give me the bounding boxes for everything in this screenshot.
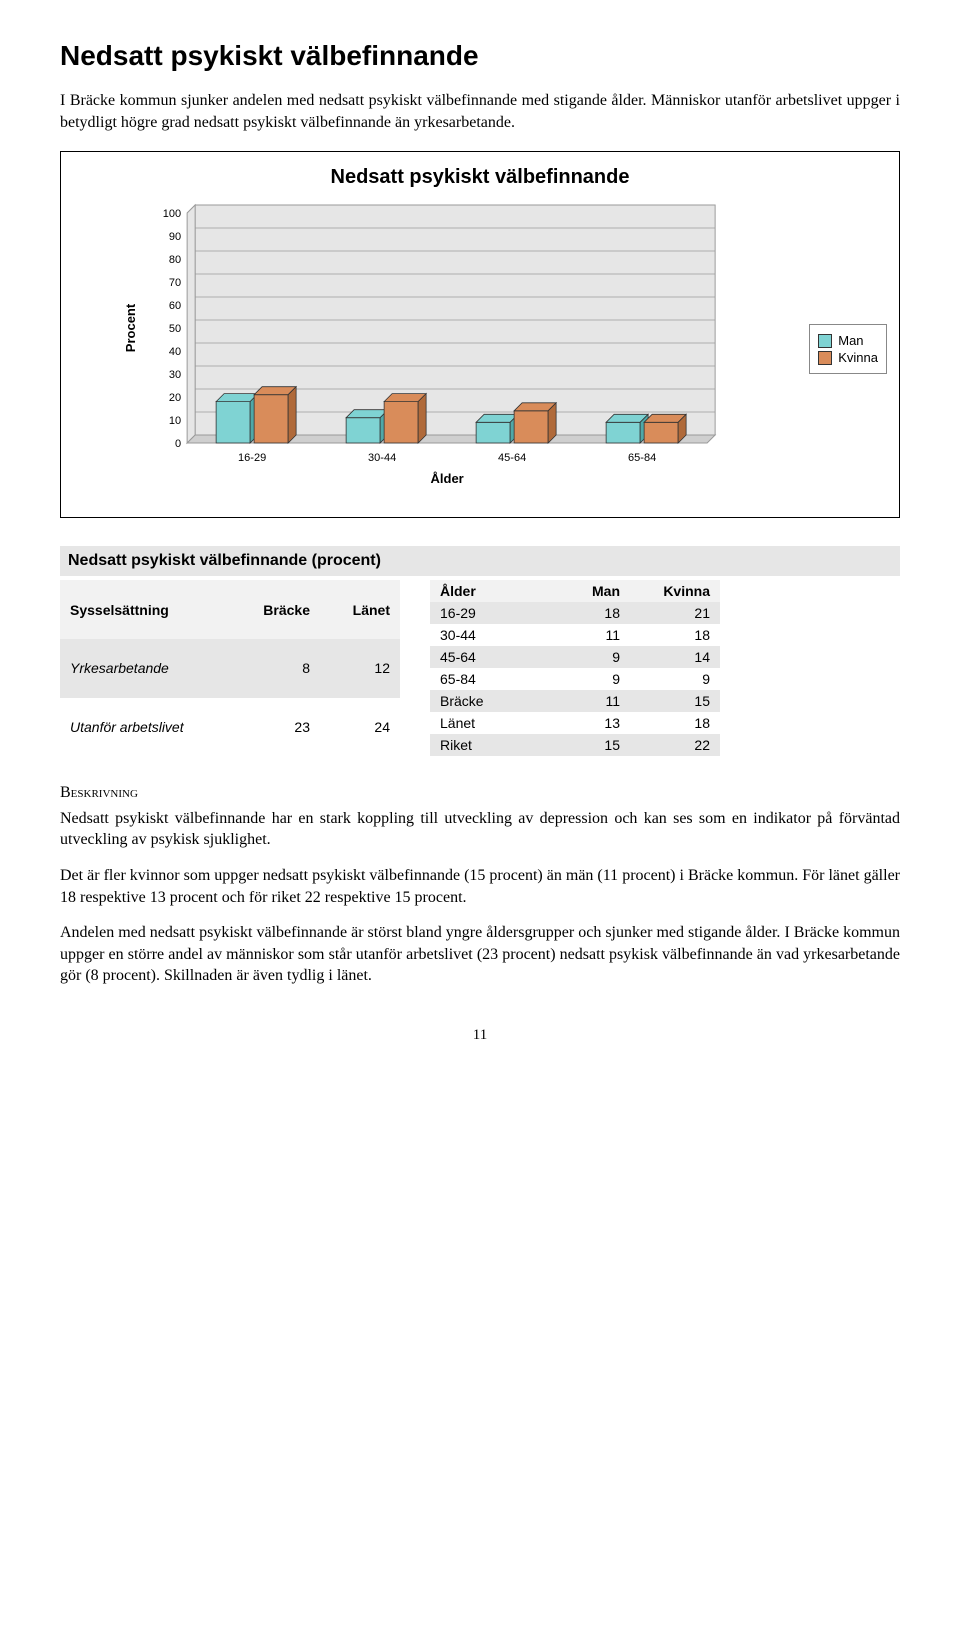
table-cell: 9 (630, 668, 720, 690)
legend-label: Man (838, 333, 863, 348)
svg-text:60: 60 (169, 300, 181, 312)
legend-item: Kvinna (818, 350, 878, 365)
table-cell: 24 (320, 698, 400, 757)
table-header: Man (540, 580, 630, 602)
table-row: 30-441118 (430, 624, 720, 646)
chart-container: Nedsatt psykiskt välbefinnande 0 10 20 30 40… (60, 151, 900, 518)
table-cell: 18 (630, 712, 720, 734)
page-number: 11 (60, 1027, 900, 1044)
table-cell: 45-64 (430, 646, 540, 668)
legend-label: Kvinna (838, 350, 878, 365)
svg-text:30: 30 (169, 369, 181, 381)
table-cell: Länet (430, 712, 540, 734)
table-header: Bräcke (240, 580, 320, 639)
tables-title: Nedsatt psykiskt välbefinnande (procent) (60, 546, 900, 576)
table-header: Länet (320, 580, 400, 639)
table-cell: 16-29 (430, 602, 540, 624)
table-employment: SysselsättningBräckeLänetYrkesarbetande8… (60, 580, 400, 756)
svg-text:16-29: 16-29 (238, 452, 266, 464)
table-cell: 12 (320, 639, 400, 698)
table-cell: 8 (240, 639, 320, 698)
table-row: 16-291821 (430, 602, 720, 624)
chart-title: Nedsatt psykiskt välbefinnande (73, 166, 887, 189)
table-row: Yrkesarbetande812 (60, 639, 400, 698)
desc-para-3: Andelen med nedsatt psykiskt välbefinnan… (60, 922, 900, 987)
chart-legend: Man Kvinna (809, 324, 887, 374)
table-cell: 18 (630, 624, 720, 646)
description-heading: Beskrivning (60, 782, 900, 804)
table-header: Kvinna (630, 580, 720, 602)
table-row: 65-8499 (430, 668, 720, 690)
svg-text:100: 100 (163, 208, 181, 220)
table-cell: 65-84 (430, 668, 540, 690)
table-cell: 11 (540, 690, 630, 712)
legend-swatch (818, 351, 832, 365)
svg-text:30-44: 30-44 (368, 452, 396, 464)
table-header: Ålder (430, 580, 540, 602)
svg-text:Procent: Procent (123, 303, 138, 352)
svg-text:70: 70 (169, 277, 181, 289)
intro-paragraph: I Bräcke kommun sjunker andelen med neds… (60, 90, 900, 133)
svg-text:20: 20 (169, 392, 181, 404)
svg-text:45-64: 45-64 (498, 452, 526, 464)
table-row: Länet1318 (430, 712, 720, 734)
table-cell: Riket (430, 734, 540, 756)
table-cell: Yrkesarbetande (60, 639, 240, 698)
table-cell: 21 (630, 602, 720, 624)
legend-item: Man (818, 333, 878, 348)
tables-section: Nedsatt psykiskt välbefinnande (procent)… (60, 546, 900, 756)
table-cell: 18 (540, 602, 630, 624)
table-row: Bräcke1115 (430, 690, 720, 712)
svg-text:50: 50 (169, 323, 181, 335)
table-cell: 14 (630, 646, 720, 668)
page-heading: Nedsatt psykiskt välbefinnande (60, 40, 900, 72)
table-cell: 30-44 (430, 624, 540, 646)
desc-para-2: Det är fler kvinnor som uppger nedsatt p… (60, 865, 900, 908)
table-cell: 15 (540, 734, 630, 756)
svg-text:40: 40 (169, 346, 181, 358)
table-row: Riket1522 (430, 734, 720, 756)
table-row: 45-64914 (430, 646, 720, 668)
table-age: ÅlderManKvinna16-29182130-44111845-64914… (430, 580, 720, 756)
svg-text:90: 90 (169, 231, 181, 243)
bar-chart: 0 10 20 30 40 50 60 70 80 90 100 16-29 30-44 45-64 65-… (73, 199, 801, 499)
legend-swatch (818, 334, 832, 348)
svg-text:0: 0 (175, 438, 181, 450)
table-cell: 15 (630, 690, 720, 712)
svg-text:80: 80 (169, 254, 181, 266)
table-cell: 11 (540, 624, 630, 646)
table-cell: 9 (540, 646, 630, 668)
table-cell: 22 (630, 734, 720, 756)
svg-text:10: 10 (169, 415, 181, 427)
table-row: Utanför arbetslivet2324 (60, 698, 400, 757)
table-cell: Utanför arbetslivet (60, 698, 240, 757)
desc-para-1: Nedsatt psykiskt välbefinnande har en st… (60, 808, 900, 851)
svg-text:65-84: 65-84 (628, 452, 656, 464)
table-header: Sysselsättning (60, 580, 240, 639)
svg-text:Ålder: Ålder (431, 471, 464, 486)
table-cell: 23 (240, 698, 320, 757)
table-cell: 13 (540, 712, 630, 734)
table-cell: 9 (540, 668, 630, 690)
table-cell: Bräcke (430, 690, 540, 712)
